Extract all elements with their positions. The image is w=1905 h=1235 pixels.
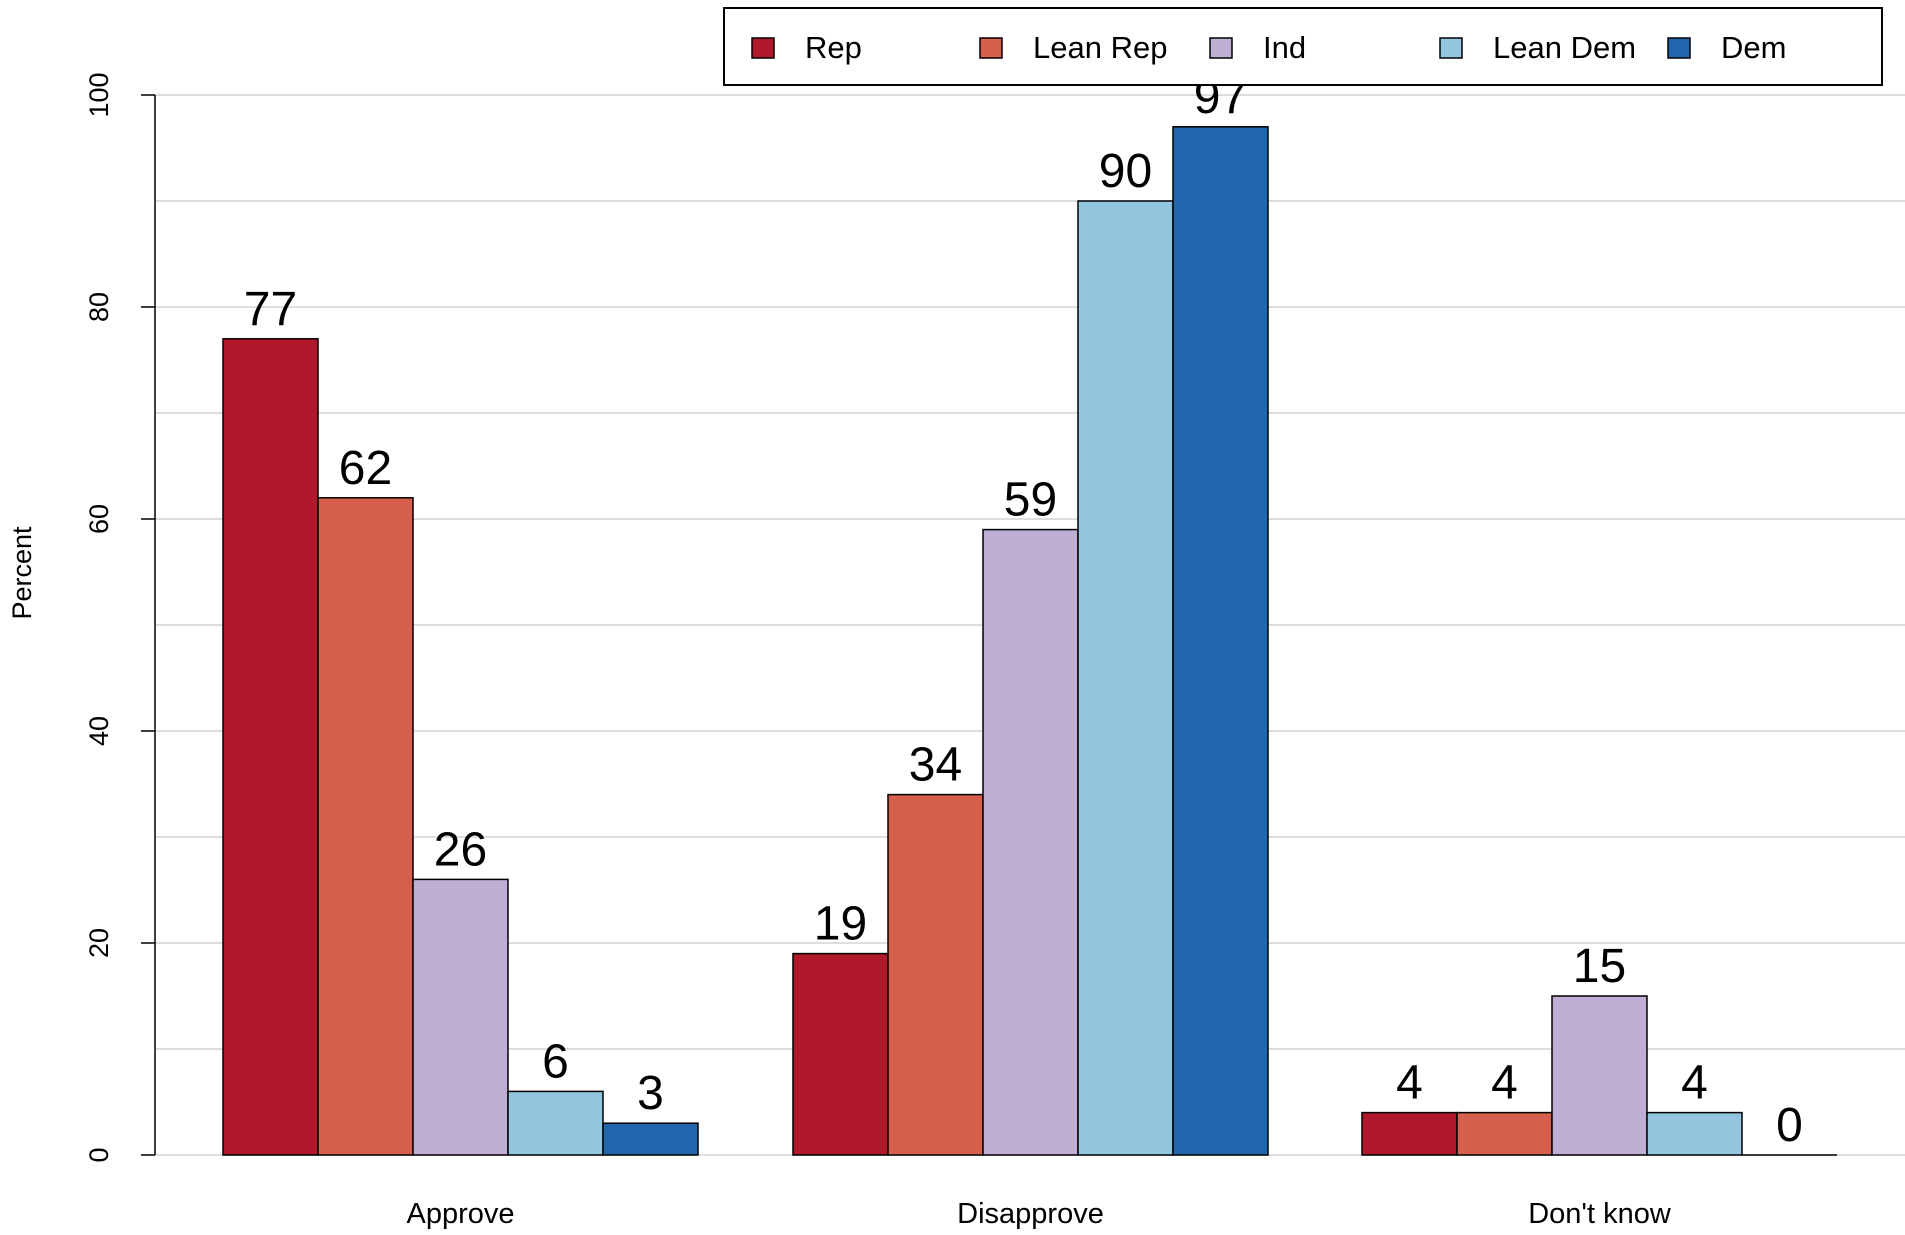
bar [317, 497, 414, 1156]
data-label: 90 [1099, 145, 1152, 198]
bars [222, 126, 1837, 1156]
category-label: Disapprove [957, 1198, 1104, 1230]
bar [222, 338, 319, 1156]
legend-label: Ind [1263, 30, 1306, 65]
data-label: 4 [1681, 1057, 1708, 1110]
bar [792, 952, 889, 1156]
legend: Rep Lean Rep Ind Lean Dem Dem [723, 7, 1883, 86]
y-tick-label: 0 [84, 1147, 114, 1162]
data-label: 3 [637, 1067, 664, 1120]
data-label: 62 [339, 442, 392, 495]
bar [887, 793, 984, 1156]
data-label: 59 [1004, 474, 1057, 527]
legend-label: Dem [1721, 30, 1786, 65]
legend-swatch [751, 37, 775, 59]
y-tick-label: 20 [84, 928, 114, 958]
y-tick-label: 40 [84, 716, 114, 746]
bar [412, 878, 509, 1156]
bar [507, 1090, 604, 1156]
bar [1551, 995, 1648, 1156]
data-label: 19 [814, 898, 867, 951]
bar [1646, 1111, 1743, 1156]
y-tick-label: 60 [84, 504, 114, 534]
data-label: 6 [542, 1035, 569, 1088]
legend-swatch [1209, 37, 1233, 59]
data-label: 4 [1396, 1057, 1423, 1110]
legend-swatch [1439, 37, 1463, 59]
legend-label: Lean Rep [1033, 30, 1167, 65]
legend-swatch [979, 37, 1003, 59]
data-label: 15 [1573, 940, 1626, 993]
y-axis: 0 20 40 60 80 100 [84, 72, 156, 1163]
y-tick-label: 100 [84, 72, 114, 117]
category-label: Don't know [1528, 1198, 1672, 1230]
y-tick-label: 80 [84, 292, 114, 322]
bar [982, 528, 1079, 1156]
data-label: 4 [1491, 1057, 1518, 1110]
data-label: 34 [909, 739, 962, 792]
legend-swatch [1667, 37, 1691, 59]
data-label: 77 [244, 283, 297, 336]
data-label: 0 [1776, 1099, 1803, 1152]
bar [1361, 1111, 1458, 1156]
bar [1456, 1111, 1553, 1156]
bar [1077, 200, 1174, 1156]
y-axis-title: Percent [7, 526, 37, 620]
legend-label: Lean Dem [1493, 30, 1636, 65]
bar [1172, 126, 1269, 1156]
legend-label: Rep [805, 30, 862, 65]
bar [602, 1122, 699, 1156]
category-label: Approve [406, 1198, 514, 1230]
data-label: 26 [434, 823, 487, 876]
x-axis-categories: Approve Disapprove Don't know [406, 1198, 1671, 1230]
